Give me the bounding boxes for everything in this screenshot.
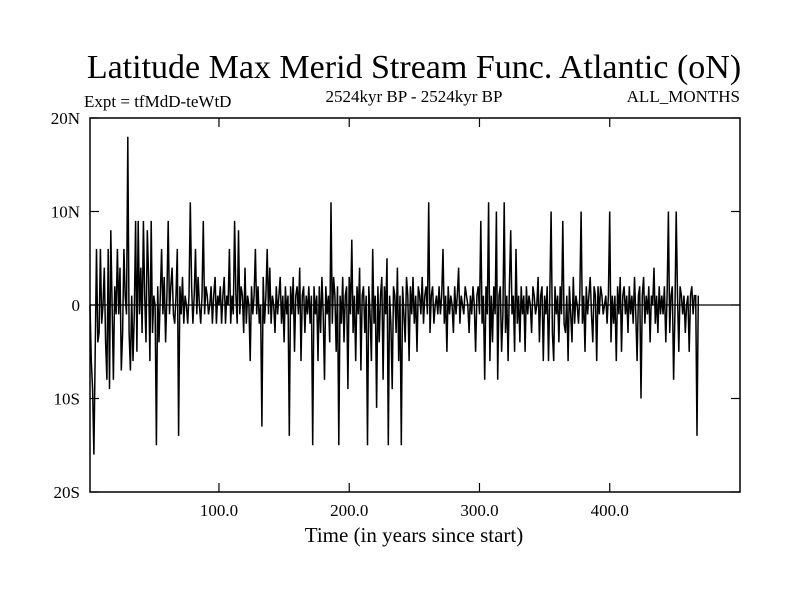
y-tick-label: 0: [72, 296, 81, 315]
x-tick-label: 100.0: [200, 501, 238, 520]
plot-frame: [89, 117, 741, 493]
x-tick-label: 400.0: [591, 501, 629, 520]
experiment-label: Expt = tfMdD-teWtD: [84, 92, 231, 111]
series-line: [89, 136, 700, 455]
y-tick-label: 10S: [54, 390, 80, 409]
x-tick-label: 300.0: [460, 501, 498, 520]
x-tick-label: 200.0: [330, 501, 368, 520]
y-tick-label: 10N: [51, 203, 80, 222]
x-axis: 100.0 200.0 300.0 400.0: [200, 118, 629, 520]
chart-title: Latitude Max Merid Stream Func. Atlantic…: [87, 49, 741, 86]
y-tick-label: 20N: [51, 109, 80, 128]
x-axis-label: Time (in years since start): [305, 523, 524, 547]
months-label: ALL_MONTHS: [627, 87, 740, 106]
period-label: 2524kyr BP - 2524kyr BP: [326, 87, 503, 106]
y-tick-label: 20S: [54, 483, 80, 502]
